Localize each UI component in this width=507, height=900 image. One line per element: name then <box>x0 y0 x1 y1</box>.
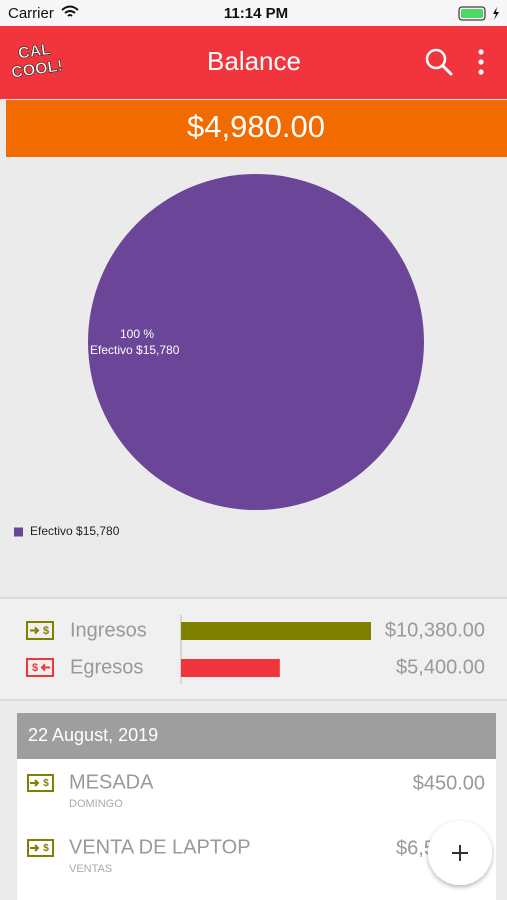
slice-percent: 100 % <box>120 327 154 341</box>
transaction-category: DOMINGO <box>69 798 123 810</box>
legend-label: Efectivo $15,780 <box>30 524 120 538</box>
date: 22 August, 2019 <box>28 725 158 745</box>
transaction-category: VENTAS <box>69 863 112 875</box>
pie-chart: 100 % Efectivo $15,780 Efectivo $15,780 <box>14 174 424 538</box>
app-title: Balance <box>207 46 301 76</box>
bar <box>181 622 371 640</box>
bar-category: Ingresos <box>70 619 147 641</box>
transaction-title: VENTA DE LAPTOP <box>69 836 251 858</box>
slice-label: Efectivo $15,780 <box>90 343 180 357</box>
bar-value: $10,380.00 <box>385 619 485 641</box>
bar <box>181 659 280 677</box>
menu-button[interactable] <box>478 49 484 75</box>
add-button[interactable] <box>428 821 492 885</box>
summary <box>0 599 507 700</box>
legend-swatch <box>14 527 23 537</box>
transaction-row[interactable]: $ MESADA DOMINGO $450.00 <box>27 771 485 810</box>
carrier: Carrier <box>8 5 54 22</box>
logo-text: CAL <box>17 41 52 62</box>
date-header <box>17 713 496 759</box>
bar-category: Egresos <box>70 656 143 678</box>
balance-bar <box>6 100 507 157</box>
battery <box>458 6 486 21</box>
income-icon: $ <box>26 621 54 640</box>
svg-text:$: $ <box>43 843 49 854</box>
bar-value: $5,400.00 <box>396 656 485 678</box>
transaction-title: MESADA <box>69 771 154 793</box>
app-bar <box>0 26 507 99</box>
logo-text: COOL! <box>10 58 63 82</box>
wifi-icon <box>61 5 79 17</box>
expense-icon: $ <box>26 658 54 677</box>
status-bar <box>0 0 507 26</box>
svg-text:$: $ <box>43 625 49 637</box>
logo[interactable]: CAL COOL! <box>8 40 64 82</box>
svg-text:$: $ <box>32 662 38 674</box>
summary-bars: Ingresos $10,380.00 Egresos $5,400.00 <box>70 619 485 678</box>
clock: 11:14 PM <box>224 5 288 22</box>
search-button[interactable] <box>425 48 453 76</box>
battery-level <box>461 9 483 18</box>
svg-text:$: $ <box>43 778 49 789</box>
transaction-amount: $450.00 <box>413 772 485 794</box>
balance: $4,980.00 <box>187 109 325 144</box>
charging-icon <box>493 7 499 20</box>
pie-slice <box>88 174 424 510</box>
